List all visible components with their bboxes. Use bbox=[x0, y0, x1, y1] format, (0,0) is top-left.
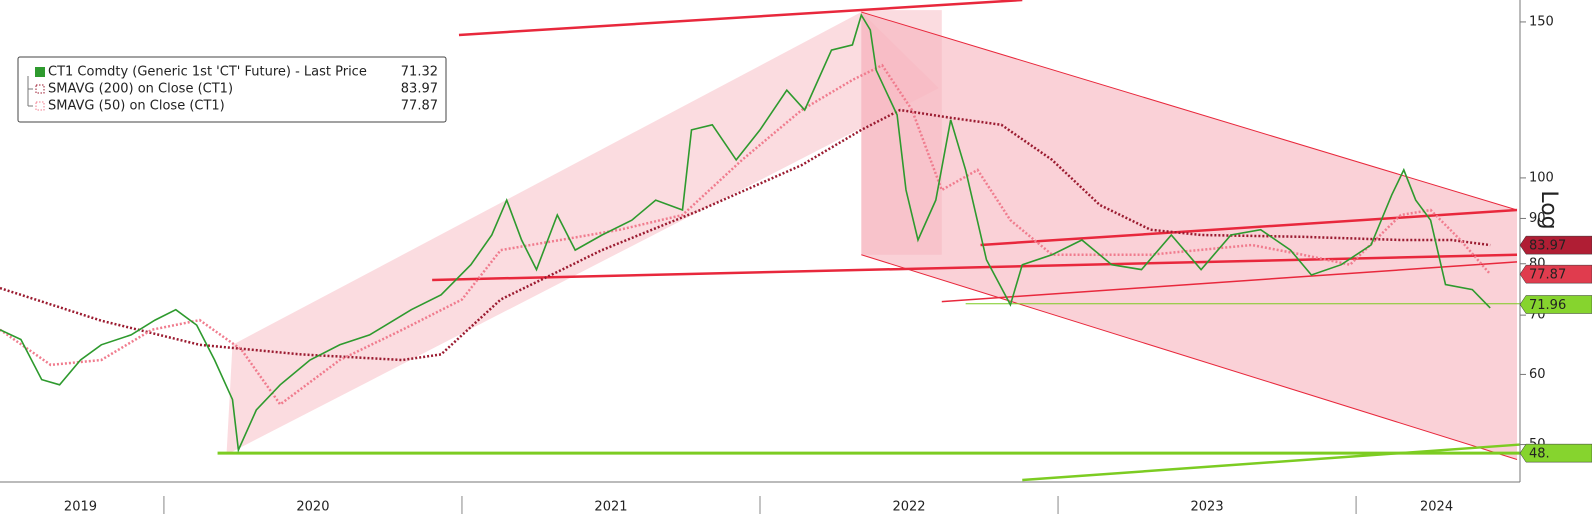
series-line bbox=[0, 13, 1491, 453]
x-tick-label: 2024 bbox=[1420, 500, 1453, 515]
legend: CT1 Comdty (Generic 1st 'CT' Future) - L… bbox=[17, 56, 447, 123]
trendline bbox=[861, 254, 1518, 460]
legend-marker bbox=[35, 84, 45, 94]
price-tag bbox=[1519, 443, 1592, 463]
series-line bbox=[0, 63, 1492, 407]
y-tick-label: 150 bbox=[1529, 14, 1554, 29]
price-tag-label: 77.87 bbox=[1529, 268, 1566, 283]
price-tag-label: 71.96 bbox=[1529, 298, 1566, 313]
price-tag bbox=[1519, 235, 1592, 255]
x-tick-label: 2021 bbox=[594, 500, 627, 515]
plot-area bbox=[0, 0, 1521, 482]
legend-box bbox=[17, 56, 447, 123]
channel bbox=[226, 12, 939, 455]
price-tag bbox=[1519, 295, 1592, 314]
x-tick-label: 2020 bbox=[296, 500, 329, 515]
legend-label: CT1 Comdty (Generic 1st 'CT' Future) - L… bbox=[48, 65, 367, 80]
axis-panel bbox=[1520, 0, 1592, 522]
legend-tree bbox=[27, 76, 33, 107]
legend-value: 83.97 bbox=[401, 82, 438, 97]
trendline bbox=[432, 253, 1518, 282]
x-tick-label: 2022 bbox=[892, 500, 925, 515]
trendline bbox=[861, 11, 1518, 211]
y-tick-label: 90 bbox=[1529, 211, 1546, 226]
channel bbox=[861, 12, 1518, 460]
series-line bbox=[0, 108, 1491, 362]
legend-value: 71.32 bbox=[401, 65, 438, 80]
trendline bbox=[941, 261, 1518, 303]
trendline bbox=[1022, 443, 1521, 482]
price-tag-label: 83.97 bbox=[1529, 239, 1566, 254]
legend-value: 77.87 bbox=[401, 99, 438, 114]
price-tag-label: 48. bbox=[1529, 447, 1550, 462]
price-tag bbox=[1519, 264, 1592, 284]
y-axis-label: Log bbox=[1536, 190, 1561, 229]
legend-label: SMAVG (50) on Close (CT1) bbox=[48, 99, 225, 114]
legend-marker bbox=[35, 101, 45, 111]
x-tick-label: 2019 bbox=[64, 500, 97, 515]
y-tick-label: 100 bbox=[1529, 170, 1554, 185]
x-tick-label: 2023 bbox=[1191, 500, 1224, 515]
trendline bbox=[458, 0, 1023, 37]
legend-marker bbox=[35, 67, 45, 77]
legend-label: SMAVG (200) on Close (CT1) bbox=[48, 82, 233, 97]
y-tick-label: 60 bbox=[1529, 367, 1546, 382]
